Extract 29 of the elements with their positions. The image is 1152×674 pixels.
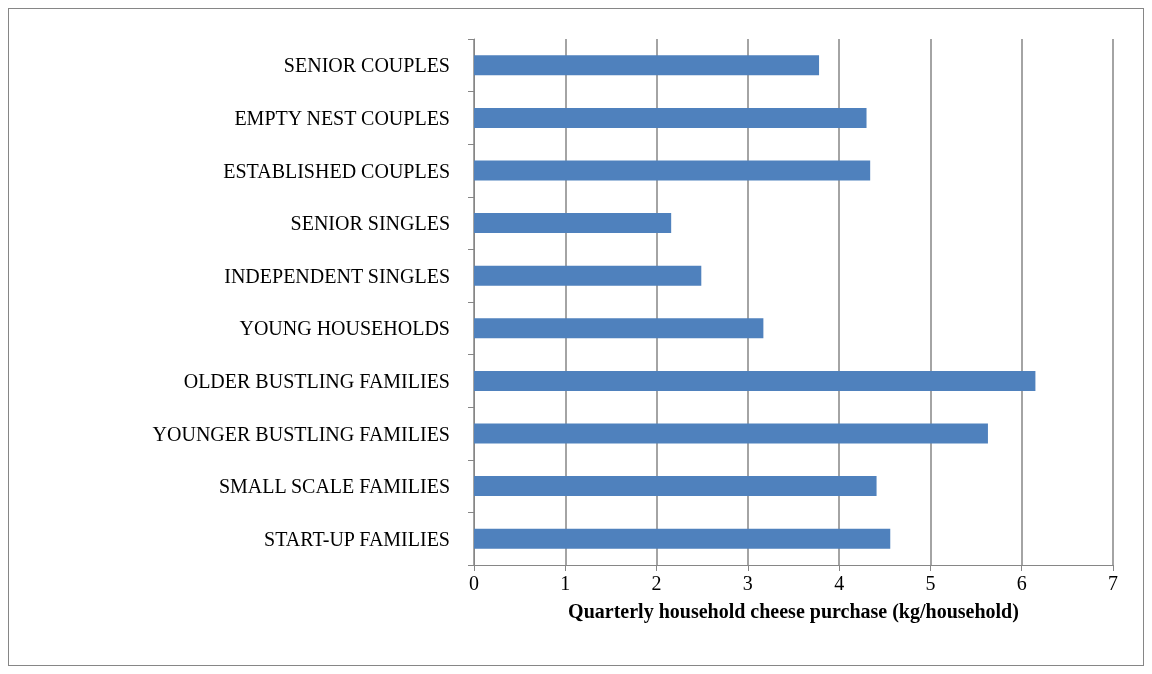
x-tick-label: 2: [651, 572, 662, 594]
y-tick-label: ESTABLISHED COUPLES: [223, 159, 450, 182]
y-tick-label: SMALL SCALE FAMILIES: [218, 475, 450, 498]
x-tick-label: 1: [560, 572, 571, 594]
y-tick-label: YOUNG HOUSEHOLDS: [239, 317, 450, 340]
bar: [474, 476, 877, 497]
x-tick-label: 6: [1016, 572, 1027, 594]
bar: [474, 370, 1036, 391]
bar: [474, 213, 672, 234]
y-tick-label: EMPTY NEST COUPLES: [234, 106, 450, 129]
bar: [474, 423, 988, 444]
y-tick-label: INDEPENDENT SINGLES: [224, 264, 450, 287]
bar: [474, 55, 820, 76]
x-tick-label: 4: [834, 572, 845, 594]
x-tick-label: 3: [742, 572, 753, 594]
bar: [474, 107, 867, 128]
x-tick-label: 5: [925, 572, 936, 594]
y-tick-label: SENIOR COUPLES: [283, 54, 450, 77]
bar: [474, 160, 871, 181]
bar: [474, 528, 891, 549]
bar: [474, 265, 702, 286]
x-tick-label: 0: [469, 572, 479, 594]
y-tick-label: SENIOR SINGLES: [290, 212, 450, 235]
y-tick-label: OLDER BUSTLING FAMILIES: [183, 369, 450, 392]
x-axis-title: Quarterly household cheese purchase (kg/household): [568, 600, 1019, 623]
y-tick-label: START-UP FAMILIES: [264, 527, 450, 550]
bar: [474, 318, 764, 339]
x-tick-label: 7: [1108, 572, 1118, 594]
y-tick-label: YOUNGER BUSTLING FAMILIES: [152, 422, 450, 445]
